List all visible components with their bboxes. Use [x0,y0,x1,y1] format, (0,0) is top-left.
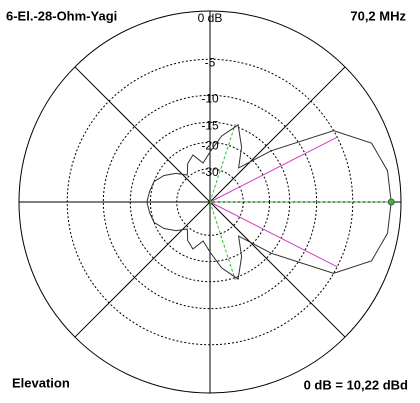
grid-circle [176,168,244,236]
r-tick-label: -15 [201,118,219,132]
view-label: Elevation [12,375,70,390]
spoke [74,201,211,338]
r-tick-label: -10 [201,92,219,106]
guide-line [209,201,338,268]
grid-circle [129,121,291,283]
chart-title: 6-El.-28-Ohm-Yagi [6,8,117,23]
r-tick-label: -20 [201,139,219,153]
reference-label: 0 dB = 10,22 dBd [304,377,408,392]
r-tick-label: -5 [205,55,216,69]
grid-circle [149,141,271,263]
r-tick-label: 0 dB [198,11,223,25]
frequency: 70,2 MHz [350,8,406,23]
max-marker [387,198,395,206]
guide-line [209,123,236,203]
guide-line [209,136,338,203]
r-tick-label: -30 [201,165,219,179]
spoke [209,66,346,203]
spoke [209,201,346,338]
outer-circle [18,10,402,394]
guide-line [209,201,236,281]
pattern [146,124,392,280]
spoke [74,66,211,203]
